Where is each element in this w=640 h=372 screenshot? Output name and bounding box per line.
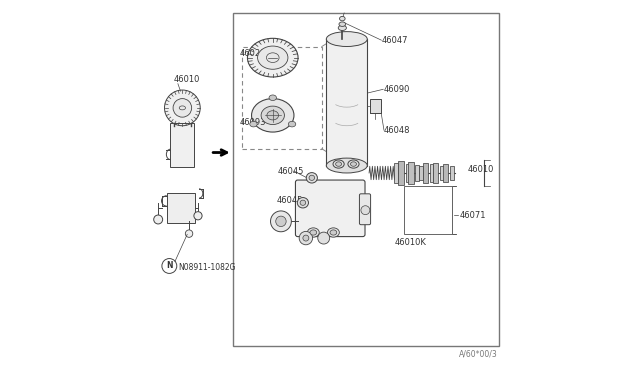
Bar [404,186,452,234]
Text: 46090: 46090 [383,85,410,94]
Ellipse shape [351,162,356,166]
Ellipse shape [326,32,367,46]
Text: A/60*00/3: A/60*00/3 [459,350,498,359]
Circle shape [154,215,163,224]
Text: 46010K: 46010K [394,238,426,247]
Text: 46045: 46045 [276,196,303,205]
Circle shape [271,211,291,232]
Ellipse shape [248,38,298,77]
Text: 46071: 46071 [460,211,486,219]
Bar [433,163,438,183]
Circle shape [164,90,200,126]
Text: 46010: 46010 [468,165,494,174]
Ellipse shape [328,228,339,237]
Ellipse shape [335,162,342,166]
Circle shape [186,230,193,237]
Bar [440,166,444,180]
Bar [415,165,419,181]
FancyBboxPatch shape [360,194,371,225]
Ellipse shape [310,230,317,235]
Ellipse shape [257,46,288,69]
Bar [443,164,449,182]
Text: 46045: 46045 [277,167,303,176]
Text: 46093: 46093 [240,118,266,126]
Circle shape [318,232,330,244]
Ellipse shape [300,200,306,205]
Ellipse shape [309,175,315,180]
Text: 46010: 46010 [174,76,200,84]
Bar [394,163,398,183]
Circle shape [299,231,312,245]
Ellipse shape [261,106,284,125]
Bar [423,163,428,183]
Circle shape [194,212,202,220]
Text: N: N [166,262,173,270]
Ellipse shape [338,25,346,31]
Circle shape [361,206,370,215]
Circle shape [303,235,309,241]
Ellipse shape [267,111,278,120]
Bar [408,162,414,184]
Bar [170,123,195,167]
Bar [168,193,195,223]
FancyBboxPatch shape [296,180,365,237]
Ellipse shape [250,121,257,127]
Text: 46020: 46020 [240,49,266,58]
Bar [326,39,367,166]
Ellipse shape [306,173,317,183]
Ellipse shape [333,160,344,168]
Bar [419,166,423,180]
Ellipse shape [340,16,345,21]
Ellipse shape [330,230,337,235]
Ellipse shape [326,158,367,173]
Text: 46048: 46048 [384,126,410,135]
Circle shape [276,216,286,227]
Ellipse shape [269,95,276,100]
Text: N08911-1082G: N08911-1082G [179,263,236,272]
Bar [370,99,381,113]
Bar [242,46,322,149]
Bar [406,164,410,182]
Ellipse shape [307,228,319,237]
Bar [398,161,404,185]
Text: 46047: 46047 [381,36,408,45]
Bar [429,164,433,182]
Ellipse shape [252,99,294,132]
Circle shape [173,99,191,117]
Ellipse shape [288,121,296,127]
Ellipse shape [339,22,346,26]
Bar [450,166,454,180]
Circle shape [162,259,177,273]
Bar [232,13,499,346]
Ellipse shape [348,160,359,168]
Ellipse shape [298,198,308,208]
